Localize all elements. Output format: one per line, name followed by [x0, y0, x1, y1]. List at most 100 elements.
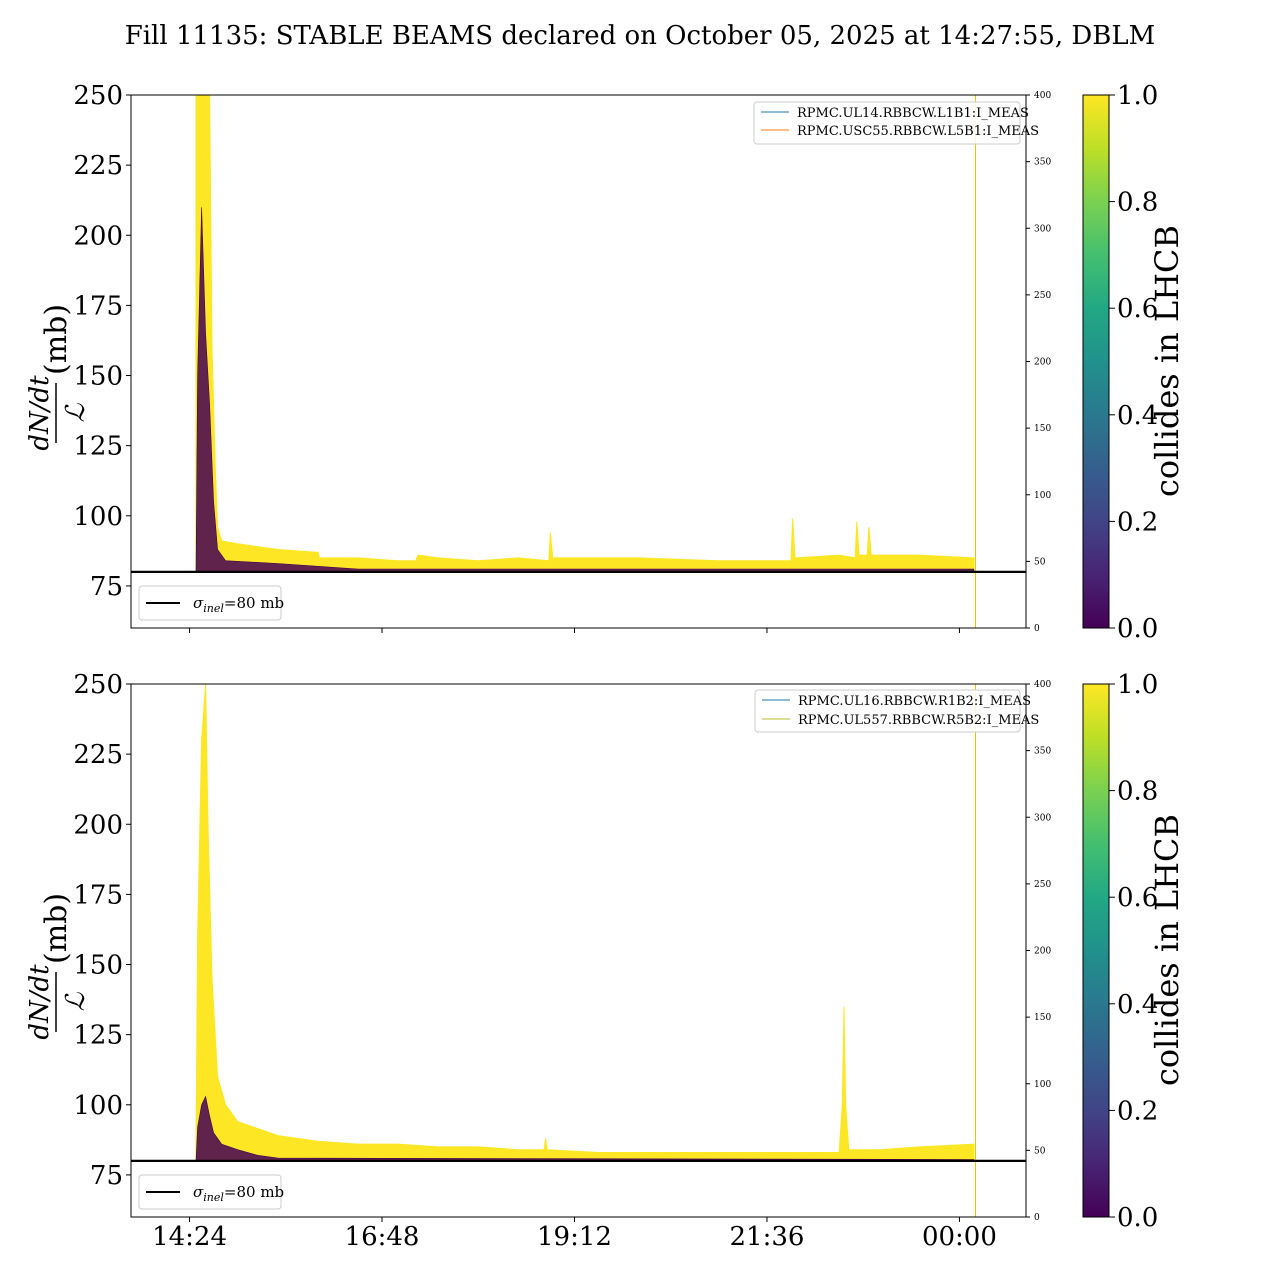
bottom-reference-legend: σinel=80 mb	[138, 1174, 284, 1210]
bottom-ytick-label: 150	[73, 951, 123, 981]
top-y2tick-label: 350	[1034, 158, 1051, 168]
top-ytick-label: 175	[73, 291, 123, 321]
top-colorbar-tick-label: 0.8	[1117, 188, 1158, 218]
top-colorbar-label: collides in LHCB	[1148, 225, 1186, 497]
top-colorbar-tick-label: 0.0	[1117, 614, 1158, 644]
top-y2tick-label: 400	[1034, 91, 1051, 101]
bottom-y2tick-label: 400	[1034, 680, 1051, 690]
bottom-colorbar-tick-label: 1.0	[1117, 670, 1158, 700]
top-reference-legend-frame	[138, 585, 282, 621]
bottom-xtick-label: 14:24	[152, 1222, 227, 1252]
bottom-colorbar: 0.0 0.2 0.4 0.6 0.8 1.0 collides in LHCB	[1082, 670, 1186, 1233]
bottom-legend-label-1: RPMC.UL557.RBBCW.R5B2:I_MEAS	[798, 713, 1039, 728]
bottom-reference-legend-label: σinel=80 mb	[193, 1183, 284, 1204]
top-y2tick-label: 100	[1034, 491, 1051, 501]
bottom-y-axis: 75 100 125 150 175 200 225 250	[73, 670, 131, 1191]
top-y2tick-label: 50	[1034, 557, 1046, 567]
bottom-ref-sym: σ	[193, 1183, 204, 1201]
top-legend-label-0: RPMC.UL14.RBBCW.L1B1:I_MEAS	[797, 106, 1029, 121]
bottom-ytick-label: 75	[90, 1161, 123, 1191]
bottom-legend: RPMC.UL16.RBBCW.R1B2:I_MEAS RPMC.UL557.R…	[754, 689, 1039, 733]
bottom-panel: 75 100 125 150 175 200 225 250 0 50 100 150 200 250 3…	[25, 670, 1051, 1252]
bottom-xtick-label: 16:48	[345, 1222, 420, 1252]
bottom-ytick-label: 175	[73, 880, 123, 910]
bottom-colorbar-label: collides in LHCB	[1148, 814, 1186, 1086]
top-colorbar-ticks: 0.0 0.2 0.4 0.6 0.8 1.0	[1109, 81, 1158, 644]
top-y2tick-label: 200	[1034, 358, 1051, 368]
bottom-xtick-label: 00:00	[922, 1222, 997, 1252]
bottom-ref-sub: inel	[203, 1191, 224, 1204]
bottom-y-axis-label: dN/dt ℒ (mb)	[25, 893, 91, 1040]
bottom-y2tick-label: 350	[1034, 747, 1051, 757]
bottom-ylabel-unit: (mb)	[39, 893, 74, 964]
top-ylabel-unit: (mb)	[39, 304, 74, 375]
top-ylabel-numerator: dN/dt	[25, 375, 55, 451]
top-legend-frame	[753, 101, 1021, 145]
top-ytick-label: 200	[73, 221, 123, 251]
top-data-area	[131, 95, 1026, 628]
top-ytick-label: 100	[73, 502, 123, 532]
bottom-reference-legend-frame	[138, 1174, 282, 1210]
bottom-y2tick-label: 200	[1034, 947, 1051, 957]
top-series-noncolliding-envelope	[195, 207, 975, 573]
bottom-y2tick-label: 250	[1034, 880, 1051, 890]
bottom-ytick-label: 125	[73, 1021, 123, 1051]
bottom-colorbar-tick-label: 0.8	[1117, 777, 1158, 807]
bottom-colorbar-gradient	[1082, 683, 1110, 1218]
bottom-colorbar-tick-label: 0.6	[1117, 883, 1158, 913]
top-colorbar-gradient	[1082, 94, 1110, 629]
top-y2tick-label: 0	[1034, 624, 1040, 634]
top-colorbar-tick-label: 0.4	[1117, 401, 1158, 431]
top-ytick-label: 225	[73, 151, 123, 181]
bottom-ylabel-numerator: dN/dt	[25, 964, 55, 1040]
top-legend-label-1: RPMC.USC55.RBBCW.L5B1:I_MEAS	[797, 124, 1039, 139]
top-ylabel-denominator: ℒ	[61, 402, 91, 422]
top-ytick-label: 150	[73, 362, 123, 392]
top-ref-sub: inel	[203, 602, 224, 615]
bottom-y2tick-label: 100	[1034, 1080, 1051, 1090]
bottom-series-noncolliding-envelope	[195, 1095, 975, 1162]
top-series-collides-envelope	[195, 95, 975, 573]
bottom-legend-frame	[754, 689, 1021, 733]
bottom-ylabel-denominator: ℒ	[61, 991, 91, 1011]
bottom-colorbar-tick-label: 0.0	[1117, 1203, 1158, 1233]
top-ref-rest: =80 mb	[224, 594, 284, 612]
bottom-y2tick-label: 150	[1034, 1013, 1051, 1023]
bottom-ytick-label: 100	[73, 1091, 123, 1121]
top-y-axis: 75 100 125 150 175 200 225 250	[73, 81, 131, 602]
bottom-y2tick-label: 50	[1034, 1146, 1046, 1156]
top-reference-legend: σinel=80 mb	[138, 585, 284, 621]
bottom-colorbar-tick-label: 0.4	[1117, 990, 1158, 1020]
bottom-legend-label-0: RPMC.UL16.RBBCW.R1B2:I_MEAS	[798, 694, 1031, 709]
bottom-ytick-label: 250	[73, 670, 123, 700]
top-panel: 75 100 125 150 175 200 225 250 0 50 100 150 200 250 3…	[25, 81, 1051, 634]
top-ytick-label: 125	[73, 432, 123, 462]
bottom-data-area	[131, 684, 1026, 1217]
bottom-colorbar-tick-label: 0.2	[1117, 1096, 1158, 1126]
top-colorbar-tick-label: 1.0	[1117, 81, 1158, 111]
bottom-ytick-label: 225	[73, 740, 123, 770]
top-y2tick-label: 250	[1034, 291, 1051, 301]
top-colorbar: 0.0 0.2 0.4 0.6 0.8 1.0 collides in LHCB	[1082, 81, 1186, 644]
figure-title: Fill 11135: STABLE BEAMS declared on Oct…	[125, 21, 1156, 51]
top-secondary-y-axis: 0 50 100 150 200 250 300 350 400	[1026, 91, 1051, 634]
top-colorbar-tick-label: 0.6	[1117, 294, 1158, 324]
top-x-axis	[189, 628, 960, 633]
bottom-colorbar-ticks: 0.0 0.2 0.4 0.6 0.8 1.0	[1109, 670, 1158, 1233]
bottom-xtick-label: 19:12	[537, 1222, 612, 1252]
bottom-y2tick-label: 0	[1034, 1213, 1040, 1223]
bottom-xtick-label: 21:36	[729, 1222, 804, 1252]
top-reference-legend-label: σinel=80 mb	[193, 594, 284, 615]
top-ytick-label: 75	[90, 572, 123, 602]
top-ref-sym: σ	[193, 594, 204, 612]
top-ytick-label: 250	[73, 81, 123, 111]
bottom-ytick-label: 200	[73, 810, 123, 840]
bottom-x-axis: 14:24 16:48 19:12 21:36 00:00	[152, 1217, 997, 1252]
bottom-ref-rest: =80 mb	[224, 1183, 284, 1201]
bottom-secondary-y-axis: 0 50 100 150 200 250 300 350 400	[1026, 680, 1051, 1223]
top-legend: RPMC.UL14.RBBCW.L1B1:I_MEAS RPMC.USC55.R…	[753, 101, 1039, 145]
top-colorbar-tick-label: 0.2	[1117, 507, 1158, 537]
bottom-series-collides-envelope	[195, 684, 975, 1162]
top-y2tick-label: 300	[1034, 224, 1051, 234]
